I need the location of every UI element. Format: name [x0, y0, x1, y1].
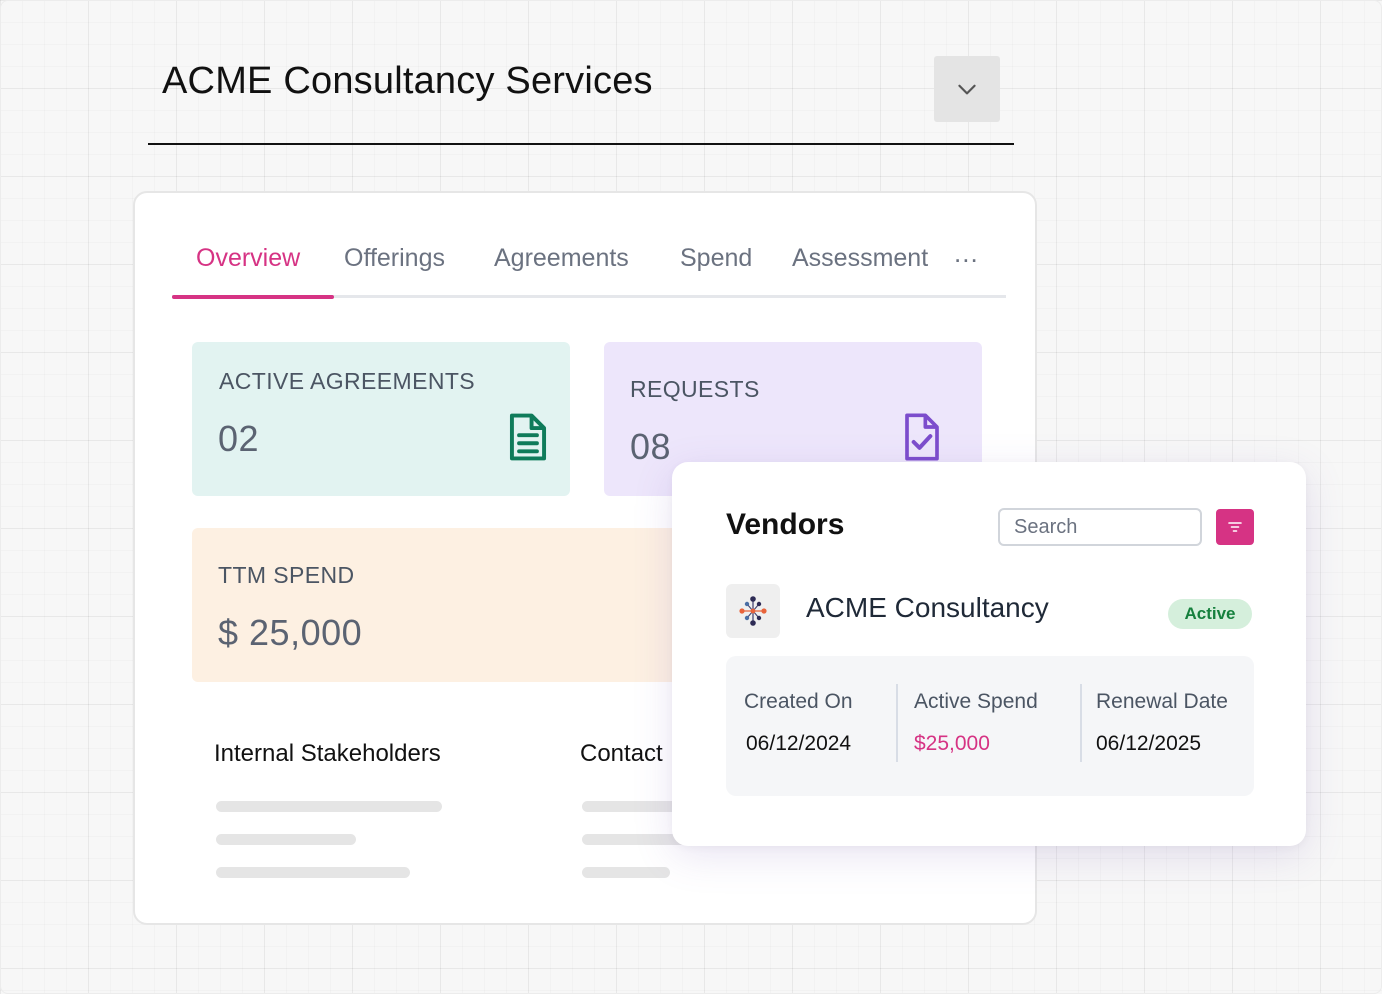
status-badge: Active [1168, 599, 1252, 629]
active-agreements-label: ACTIVE AGREEMENTS [219, 368, 476, 394]
filter-icon [1228, 522, 1242, 532]
skeleton-line [582, 867, 670, 878]
tab-overview[interactable]: Overview [196, 244, 301, 272]
renewal-date-value: 06/12/2025 [1096, 732, 1202, 755]
contacts-heading: Contact [580, 740, 663, 767]
renewal-date-label: Renewal Date [1096, 690, 1228, 713]
vendors-search-input[interactable] [998, 508, 1202, 546]
requests-label: REQUESTS [630, 376, 760, 402]
created-on-label: Created On [744, 690, 853, 713]
active-spend-value: $25,000 [914, 732, 990, 755]
vendor-details-panel: Created On 06/12/2024 Active Spend $25,0… [726, 656, 1254, 796]
tab-agreements[interactable]: Agreements [494, 244, 629, 272]
active-spend-label: Active Spend [914, 690, 1038, 713]
skeleton-line [582, 801, 702, 812]
tabs-more-button[interactable]: ... [954, 238, 979, 268]
tab-bar: Overview Offerings Agreements Spend Asse… [172, 238, 1006, 300]
skeleton-line [216, 834, 356, 845]
skeleton-line [216, 801, 442, 812]
tab-assessment[interactable]: Assessment [792, 244, 929, 272]
header-divider [148, 143, 1014, 145]
tab-spend[interactable]: Spend [680, 244, 753, 272]
tab-offerings[interactable]: Offerings [344, 244, 445, 272]
ttm-spend-label: TTM SPEND [218, 562, 355, 588]
ttm-spend-value: $ 25,000 [218, 612, 363, 653]
ttm-spend-card[interactable]: TTM SPEND $ 25,000 [192, 528, 692, 682]
account-dropdown-button[interactable] [934, 56, 1000, 122]
vendor-logo-icon [739, 596, 767, 626]
filter-button[interactable] [1216, 509, 1254, 545]
active-agreements-value: 02 [218, 418, 260, 459]
detail-divider [896, 684, 898, 762]
vendor-logo [726, 584, 780, 638]
skeleton-line [216, 867, 410, 878]
document-icon [509, 413, 547, 461]
internal-stakeholders-heading: Internal Stakeholders [214, 740, 441, 767]
created-on-value: 06/12/2024 [746, 732, 852, 755]
document-check-icon [905, 413, 939, 461]
skeleton-line [582, 834, 702, 845]
requests-value: 08 [630, 426, 672, 467]
detail-divider [1080, 684, 1082, 762]
vendor-name[interactable]: ACME Consultancy [806, 592, 1049, 623]
chevron-down-icon [958, 84, 976, 95]
active-agreements-card[interactable]: ACTIVE AGREEMENTS 02 [192, 342, 570, 496]
page-title: ACME Consultancy Services [162, 60, 653, 102]
tabs-divider [172, 295, 1006, 298]
vendors-title: Vendors [726, 508, 845, 541]
active-tab-indicator [172, 295, 334, 299]
vendors-card: Vendors ACME Consultancy Active Created [672, 462, 1306, 846]
